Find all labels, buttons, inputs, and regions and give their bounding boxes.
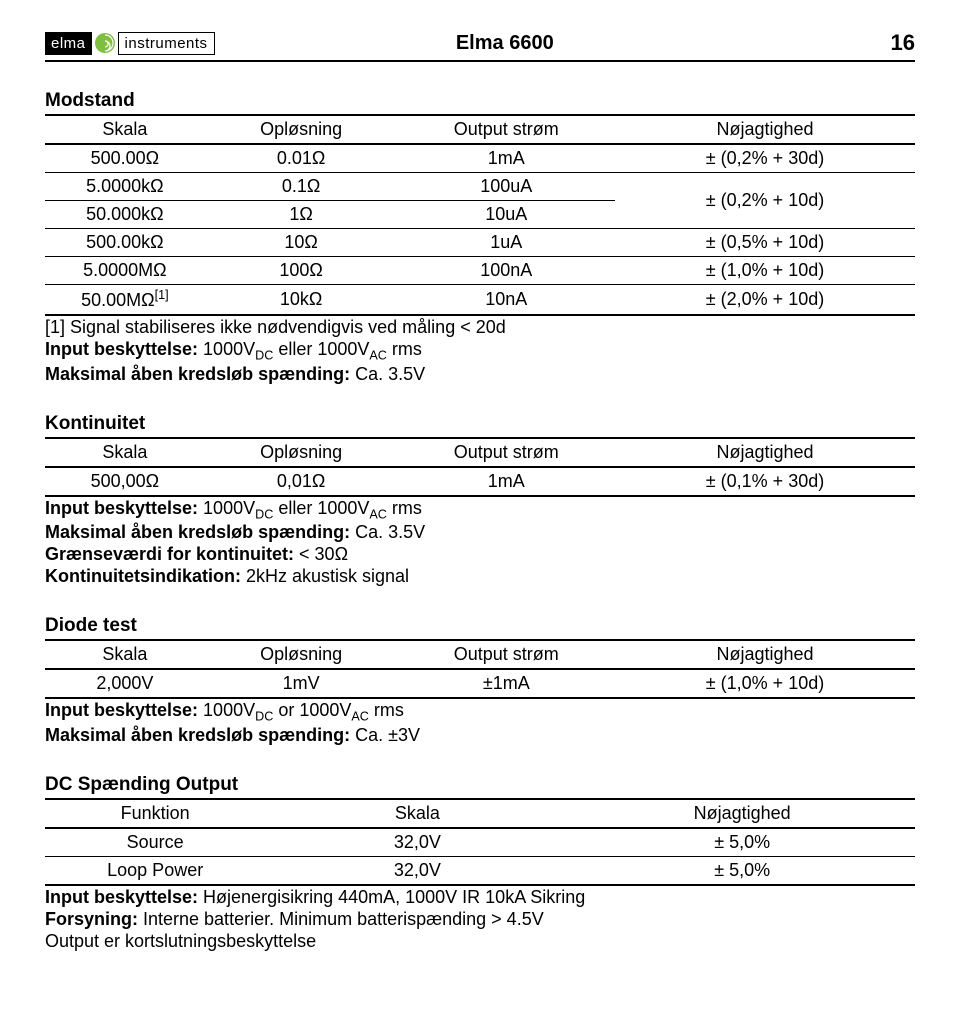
table-cell: 50.000kΩ (45, 201, 205, 229)
note-line: Forsyning: Interne batterier. Minimum ba… (45, 909, 915, 930)
swirl-icon (94, 32, 116, 54)
spec-table: SkalaOpløsningOutput strømNøjagtighed2,0… (45, 639, 915, 699)
table-cell: 32,0V (265, 856, 569, 885)
table-row: 5.0000MΩ100Ω100nA± (1,0% + 10d) (45, 257, 915, 285)
table-cell: Loop Power (45, 856, 265, 885)
table-header: Output strøm (398, 640, 616, 669)
note-line: Input beskyttelse: 1000VDC eller 1000VAC… (45, 339, 915, 363)
table-header: Skala (45, 115, 205, 144)
table-header: Opløsning (205, 115, 398, 144)
table-header: Nøjagtighed (569, 799, 915, 828)
table-cell: ±1mA (398, 669, 616, 698)
table-header: Opløsning (205, 640, 398, 669)
note-line: Grænseværdi for kontinuitet: < 30Ω (45, 544, 915, 565)
table-row: 500.00kΩ10Ω1uA± (0,5% + 10d) (45, 229, 915, 257)
table-cell: 10uA (398, 201, 616, 229)
table-header: Skala (45, 640, 205, 669)
page-number: 16 (875, 30, 915, 56)
note-line: Output er kortslutningsbeskyttelse (45, 931, 915, 952)
spec-table: SkalaOpløsningOutput strømNøjagtighed500… (45, 437, 915, 497)
table-cell: ± 5,0% (569, 828, 915, 857)
note-line: Input beskyttelse: 1000VDC eller 1000VAC… (45, 498, 915, 522)
table-cell: 5.0000MΩ (45, 257, 205, 285)
table-cell: 500,00Ω (45, 467, 205, 496)
table-header: Funktion (45, 799, 265, 828)
page-header: elma instruments Elma 6600 16 (45, 30, 915, 62)
table-cell: 1uA (398, 229, 616, 257)
table-header: Nøjagtighed (615, 640, 915, 669)
table-header: Output strøm (398, 115, 616, 144)
table-cell: ± 5,0% (569, 856, 915, 885)
table-header: Skala (45, 438, 205, 467)
table-cell: 10nA (398, 285, 616, 316)
table-cell: 500.00kΩ (45, 229, 205, 257)
table-cell: ± (1,0% + 10d) (615, 669, 915, 698)
section-notes: Input beskyttelse: 1000VDC eller 1000VAC… (45, 498, 915, 588)
spec-table: FunktionSkalaNøjagtighedSource32,0V± 5,0… (45, 798, 915, 886)
document-title: Elma 6600 (135, 32, 875, 55)
spec-table: SkalaOpløsningOutput strømNøjagtighed500… (45, 114, 915, 316)
section-notes: [1] Signal stabiliseres ikke nødvendigvi… (45, 317, 915, 385)
table-cell: 32,0V (265, 828, 569, 857)
table-row: Loop Power32,0V± 5,0% (45, 856, 915, 885)
table-cell: 500.00Ω (45, 144, 205, 173)
table-cell: 10kΩ (205, 285, 398, 316)
table-cell: 10Ω (205, 229, 398, 257)
table-row: 500,00Ω0,01Ω1mA± (0,1% + 30d) (45, 467, 915, 496)
note-line: Input beskyttelse: Højenergisikring 440m… (45, 887, 915, 908)
section-title: Kontinuitet (45, 413, 915, 435)
table-cell: 0.01Ω (205, 144, 398, 173)
table-cell: ± (0,2% + 30d) (615, 144, 915, 173)
table-row: 50.00MΩ[1]10kΩ10nA± (2,0% + 10d) (45, 285, 915, 316)
table-row: 5.0000kΩ0.1Ω100uA± (0,2% + 10d) (45, 173, 915, 201)
table-row: 500.00Ω0.01Ω1mA± (0,2% + 30d) (45, 144, 915, 173)
note-line: Maksimal åben kredsløb spænding: Ca. ±3V (45, 725, 915, 746)
table-cell: 1mA (398, 467, 616, 496)
table-cell: 0.1Ω (205, 173, 398, 201)
table-cell: ± (2,0% + 10d) (615, 285, 915, 316)
note-line: Input beskyttelse: 1000VDC or 1000VAC rm… (45, 700, 915, 724)
section-title: DC Spænding Output (45, 774, 915, 796)
note-line: Maksimal åben kredsløb spænding: Ca. 3.5… (45, 364, 915, 385)
table-cell: ± (0,2% + 10d) (615, 173, 915, 229)
table-header: Nøjagtighed (615, 115, 915, 144)
section-title: Diode test (45, 615, 915, 637)
table-cell: ± (0,5% + 10d) (615, 229, 915, 257)
table-header: Output strøm (398, 438, 616, 467)
table-cell: 1mV (205, 669, 398, 698)
table-cell: 100uA (398, 173, 616, 201)
note-line: [1] Signal stabiliseres ikke nødvendigvi… (45, 317, 915, 338)
table-cell: Source (45, 828, 265, 857)
table-cell: 2,000V (45, 669, 205, 698)
section-notes: Input beskyttelse: 1000VDC or 1000VAC rm… (45, 700, 915, 746)
note-line: Kontinuitetsindikation: 2kHz akustisk si… (45, 566, 915, 587)
table-cell: 1Ω (205, 201, 398, 229)
table-cell: ± (1,0% + 10d) (615, 257, 915, 285)
table-cell: 5.0000kΩ (45, 173, 205, 201)
note-line: Maksimal åben kredsløb spænding: Ca. 3.5… (45, 522, 915, 543)
section-title: Modstand (45, 90, 915, 112)
table-row: 2,000V1mV±1mA± (1,0% + 10d) (45, 669, 915, 698)
table-cell: 100nA (398, 257, 616, 285)
table-header: Opløsning (205, 438, 398, 467)
logo-text-left: elma (45, 32, 92, 55)
section-notes: Input beskyttelse: Højenergisikring 440m… (45, 887, 915, 952)
table-row: Source32,0V± 5,0% (45, 828, 915, 857)
table-header: Skala (265, 799, 569, 828)
table-cell: 50.00MΩ[1] (45, 285, 205, 316)
table-cell: 100Ω (205, 257, 398, 285)
table-cell: ± (0,1% + 30d) (615, 467, 915, 496)
table-header: Nøjagtighed (615, 438, 915, 467)
table-cell: 1mA (398, 144, 616, 173)
table-cell: 0,01Ω (205, 467, 398, 496)
